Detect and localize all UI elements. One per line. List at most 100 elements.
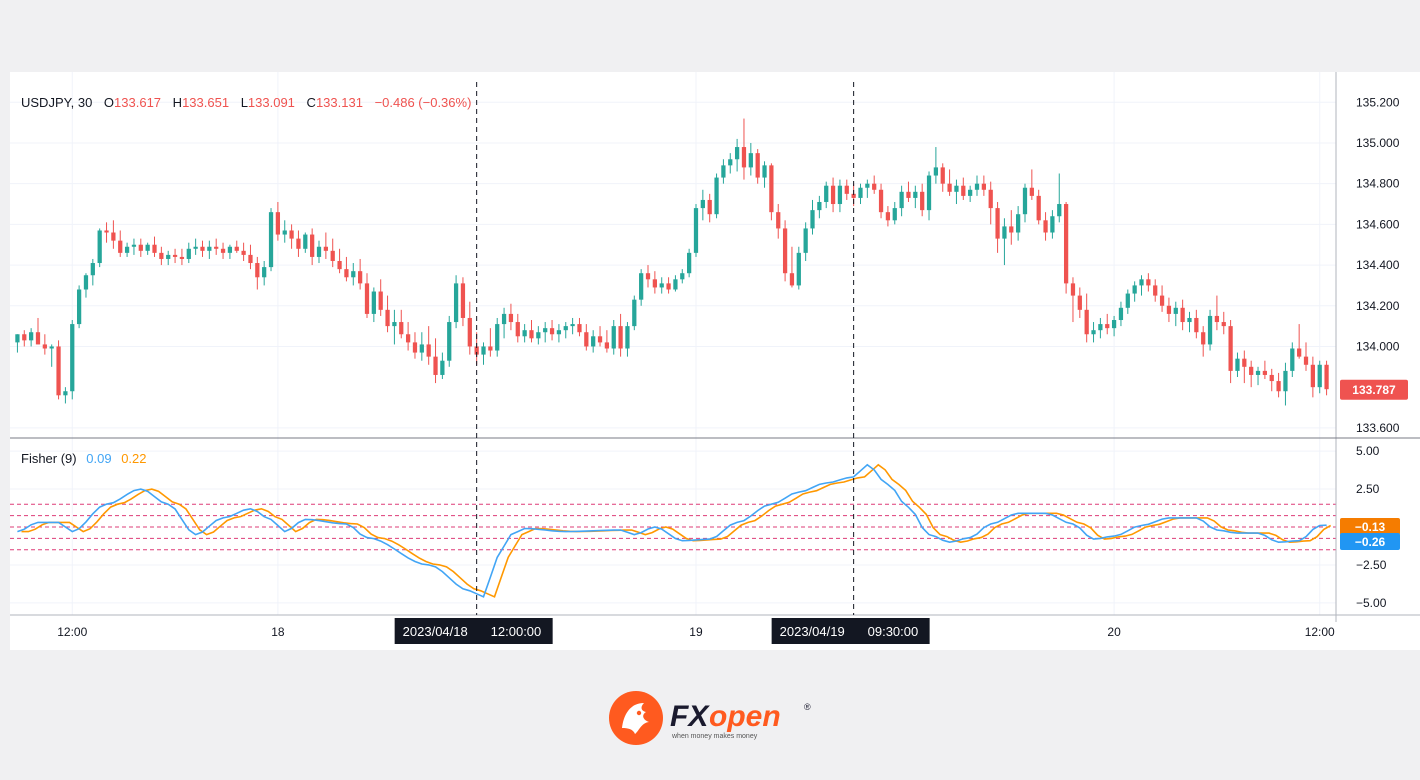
candle-body bbox=[70, 324, 75, 392]
candle-body bbox=[179, 256, 185, 259]
candle-body bbox=[741, 147, 747, 168]
candle-body bbox=[1297, 348, 1302, 357]
candle-body bbox=[878, 189, 884, 213]
registered-mark: ® bbox=[804, 702, 811, 712]
brand-fx: FX bbox=[670, 700, 710, 733]
candle-body bbox=[214, 246, 219, 249]
candle-body bbox=[1228, 326, 1233, 371]
candle-body bbox=[611, 326, 616, 349]
candle-body bbox=[782, 228, 788, 274]
time-tick-label: 12:00 bbox=[1305, 625, 1335, 639]
candle-body bbox=[453, 283, 459, 323]
candle-body bbox=[913, 191, 918, 198]
candle-body bbox=[687, 252, 692, 274]
candle-body bbox=[351, 271, 356, 278]
candle-body bbox=[1022, 187, 1028, 215]
candle-body bbox=[1057, 204, 1062, 217]
candle-body bbox=[467, 317, 472, 347]
candle-body bbox=[56, 346, 61, 396]
candle-body bbox=[673, 279, 678, 290]
fxopen-logo[interactable]: FX open ® when money makes money bbox=[608, 688, 828, 748]
candle-body bbox=[481, 346, 486, 355]
candle-body bbox=[1036, 195, 1041, 221]
candle-body bbox=[145, 244, 150, 251]
symbol-name: USDJPY, 30 bbox=[21, 95, 92, 110]
fisher-line[interactable] bbox=[17, 463, 1327, 598]
price-tick-label: 133.600 bbox=[1356, 421, 1400, 435]
price-axis[interactable]: 135.200 135.000 134.800 134.600 134.400 134.2… bbox=[1356, 95, 1400, 435]
indicator-tick-label: −2.50 bbox=[1356, 558, 1387, 572]
candle-body bbox=[1235, 358, 1240, 371]
candle-body bbox=[776, 212, 781, 229]
fisher-trigger-line[interactable] bbox=[21, 463, 1332, 598]
candle-body bbox=[1132, 285, 1137, 294]
candle-body bbox=[364, 283, 370, 314]
candle-body bbox=[1146, 279, 1151, 286]
candle-body bbox=[220, 248, 226, 253]
lion-eye bbox=[636, 710, 642, 716]
candle-body bbox=[1276, 381, 1281, 392]
candle-body bbox=[789, 273, 795, 286]
candle-body bbox=[255, 263, 260, 278]
trigger-value-label: −0.13 bbox=[1355, 520, 1386, 534]
change-value: −0.486 (−0.36%) bbox=[375, 95, 472, 110]
candle-body bbox=[748, 153, 753, 168]
candle-body bbox=[29, 332, 34, 341]
time-grid bbox=[71, 72, 1321, 615]
indicator-legend[interactable]: Fisher (9) 0.09 0.22 bbox=[21, 451, 147, 466]
indicator-tick-label: 2.50 bbox=[1356, 482, 1380, 496]
candle-body bbox=[762, 165, 767, 178]
candle-body bbox=[769, 165, 774, 213]
indicator-axis[interactable]: 5.00 2.50 −2.50 −5.00 bbox=[1356, 444, 1387, 610]
candle-body bbox=[1063, 204, 1069, 284]
candle-body bbox=[419, 344, 424, 353]
candle-body bbox=[872, 183, 877, 190]
candle-body bbox=[817, 201, 822, 211]
price-tick-label: 135.200 bbox=[1356, 95, 1400, 109]
price-tick-label: 134.000 bbox=[1356, 339, 1400, 353]
candle-body bbox=[1111, 320, 1117, 329]
fisher-value-label: −0.26 bbox=[1355, 535, 1386, 549]
candlestick-series[interactable] bbox=[15, 118, 1329, 406]
candle-body bbox=[926, 175, 932, 211]
candle-body bbox=[275, 212, 281, 235]
candle-body bbox=[666, 283, 671, 290]
candle-body bbox=[460, 283, 466, 318]
candle-body bbox=[200, 246, 205, 251]
low-label: L bbox=[241, 95, 248, 110]
candle-body bbox=[385, 309, 390, 327]
candle-body bbox=[1317, 364, 1322, 388]
candle-body bbox=[268, 212, 274, 268]
candle-body bbox=[755, 153, 760, 178]
candle-body bbox=[1290, 348, 1295, 371]
crosshair-time-1: 12:00:00 bbox=[491, 624, 542, 639]
price-tick-label: 134.600 bbox=[1356, 217, 1400, 231]
candle-body bbox=[83, 275, 89, 290]
indicator-tick-label: 5.00 bbox=[1356, 444, 1380, 458]
candle-body bbox=[645, 273, 651, 280]
candle-body bbox=[49, 346, 54, 349]
candle-body bbox=[337, 261, 342, 270]
crosshair-date-1: 2023/04/18 bbox=[403, 624, 468, 639]
candle-body bbox=[405, 334, 411, 343]
candle-body bbox=[501, 313, 507, 325]
time-tick-label: 12:00 bbox=[57, 625, 87, 639]
trading-chart: 135.200 135.000 134.800 134.600 134.400 134.2… bbox=[10, 72, 1420, 644]
candle-body bbox=[659, 283, 664, 288]
crosshair-date-2: 2023/04/19 bbox=[780, 624, 845, 639]
candle-body bbox=[700, 199, 705, 209]
candle-body bbox=[474, 346, 479, 355]
symbol-legend[interactable]: USDJPY, 30 O133.617 H133.651 L133.091 C1… bbox=[21, 95, 471, 110]
candle-body bbox=[1283, 370, 1288, 392]
candle-body bbox=[426, 344, 431, 357]
candle-body bbox=[885, 212, 891, 221]
candle-body bbox=[1029, 187, 1034, 196]
candle-body bbox=[241, 250, 246, 255]
open-label: O bbox=[104, 95, 114, 110]
candle-body bbox=[968, 189, 973, 196]
candle-body bbox=[618, 326, 623, 349]
candle-body bbox=[830, 185, 836, 205]
close-label: C bbox=[307, 95, 316, 110]
candle-body bbox=[536, 332, 541, 339]
